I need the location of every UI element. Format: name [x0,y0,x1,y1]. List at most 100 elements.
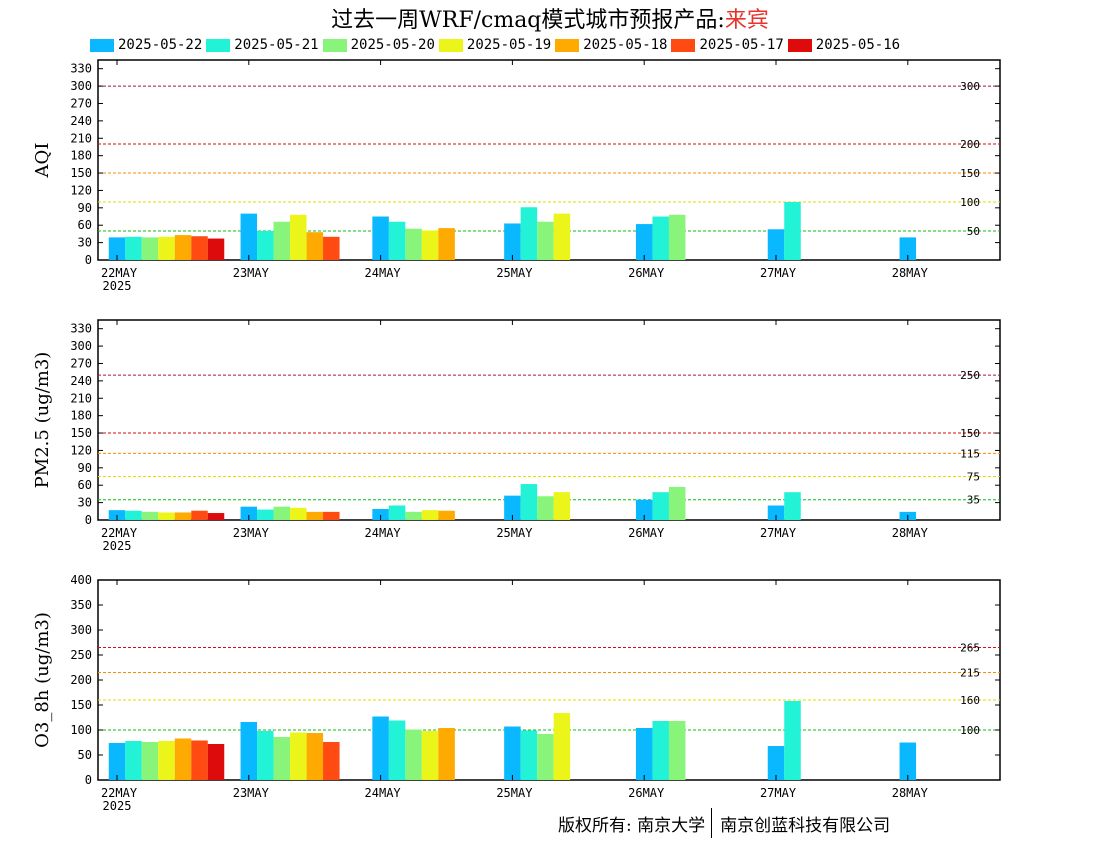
legend-swatch [206,38,231,52]
x-year-label: 2025 [103,539,132,553]
y-tick-label: 60 [78,478,92,492]
bar [537,496,554,520]
y-tick-label: 210 [70,391,92,405]
bar [207,238,225,260]
bar [125,741,142,780]
legend: 2025-05-22 2025-05-21 2025-05-20 2025-05-19… [90,36,904,54]
threshold-label: 160 [960,694,980,707]
bar [141,237,159,260]
bar [158,512,175,520]
bar [537,221,554,260]
x-tick-label: 25MAY [496,786,533,800]
y-tick-label: 200 [70,673,92,687]
bar [899,237,917,260]
threshold-label: 150 [960,167,980,180]
bar [388,505,406,520]
bar [257,231,274,260]
bar [668,486,686,520]
x-year-label: 2025 [103,799,132,813]
threshold-label: 100 [960,724,980,737]
bar [372,508,389,520]
bar [504,495,521,520]
y-tick-label: 350 [70,598,92,612]
y-tick-label: 180 [70,149,92,163]
y-tick-label: 330 [70,62,92,76]
bar [323,742,340,780]
bar [553,213,571,260]
threshold-label: 150 [960,427,980,440]
bar [257,731,274,780]
x-tick-label: 26MAY [628,786,665,800]
title-text: 过去一周WRF/cmaq模式城市预报产品: [331,8,725,33]
bar [306,232,324,260]
y-tick-label: 240 [70,114,92,128]
bar [520,207,538,260]
legend-label: 2025-05-16 [815,37,901,53]
bar [273,737,291,780]
bar [438,728,455,780]
bar [635,728,653,780]
x-tick-label: 28MAY [892,526,929,540]
x-tick-label: 23MAY [233,526,270,540]
bar [784,492,801,520]
legend-label: 2025-05-21 [234,37,319,53]
y-tick-label: 240 [70,374,92,388]
bar [125,510,142,520]
y-tick-label: 30 [78,496,92,510]
x-tick-label: 22MAY [101,266,138,280]
bar [158,741,175,780]
x-tick-label: 28MAY [892,266,929,280]
legend-swatch [438,38,463,52]
bar [388,221,406,260]
x-year-label: 2025 [103,279,132,293]
threshold-label: 200 [960,138,980,151]
y-tick-label: 150 [70,698,92,712]
x-tick-label: 24MAY [365,786,402,800]
bar [635,499,653,520]
bar [257,509,274,520]
bar [174,512,192,520]
bar [323,236,340,260]
bar [207,744,225,780]
y-axis-label: AQI [32,143,53,179]
threshold-label: 250 [960,369,980,382]
legend-swatch [671,38,696,52]
y-tick-label: 60 [78,218,92,232]
bar [520,484,538,520]
y-tick-label: 150 [70,166,92,180]
bar [504,223,521,260]
y-tick-label: 50 [78,748,92,762]
y-tick-label: 300 [70,339,92,353]
legend-label: 2025-05-17 [699,37,784,53]
bar [668,214,686,260]
x-tick-label: 23MAY [233,266,270,280]
x-tick-label: 27MAY [760,526,797,540]
y-tick-label: 400 [70,573,92,587]
threshold-label: 75 [967,471,980,484]
threshold-label: 215 [960,667,980,680]
threshold-label: 265 [960,642,980,655]
bar [652,721,669,780]
y-tick-label: 30 [78,236,92,250]
y-tick-label: 150 [70,426,92,440]
y-tick-label: 120 [70,183,92,197]
bar [767,746,785,780]
x-tick-label: 24MAY [365,526,402,540]
bar [306,733,324,780]
y-tick-label: 330 [70,322,92,336]
y-tick-label: 90 [78,201,92,215]
y-tick-label: 0 [85,253,92,267]
legend-swatch [555,38,580,52]
bar [125,236,142,260]
bar [767,505,785,520]
bar [553,492,571,520]
y-tick-label: 210 [70,131,92,145]
bar [108,743,126,780]
copyright-left: 版权所有: 南京大学 [558,815,706,836]
bar [141,742,159,780]
plot-frame [97,319,1001,521]
threshold-label: 300 [960,80,980,93]
y-tick-label: 90 [78,461,92,475]
bar [405,729,422,780]
